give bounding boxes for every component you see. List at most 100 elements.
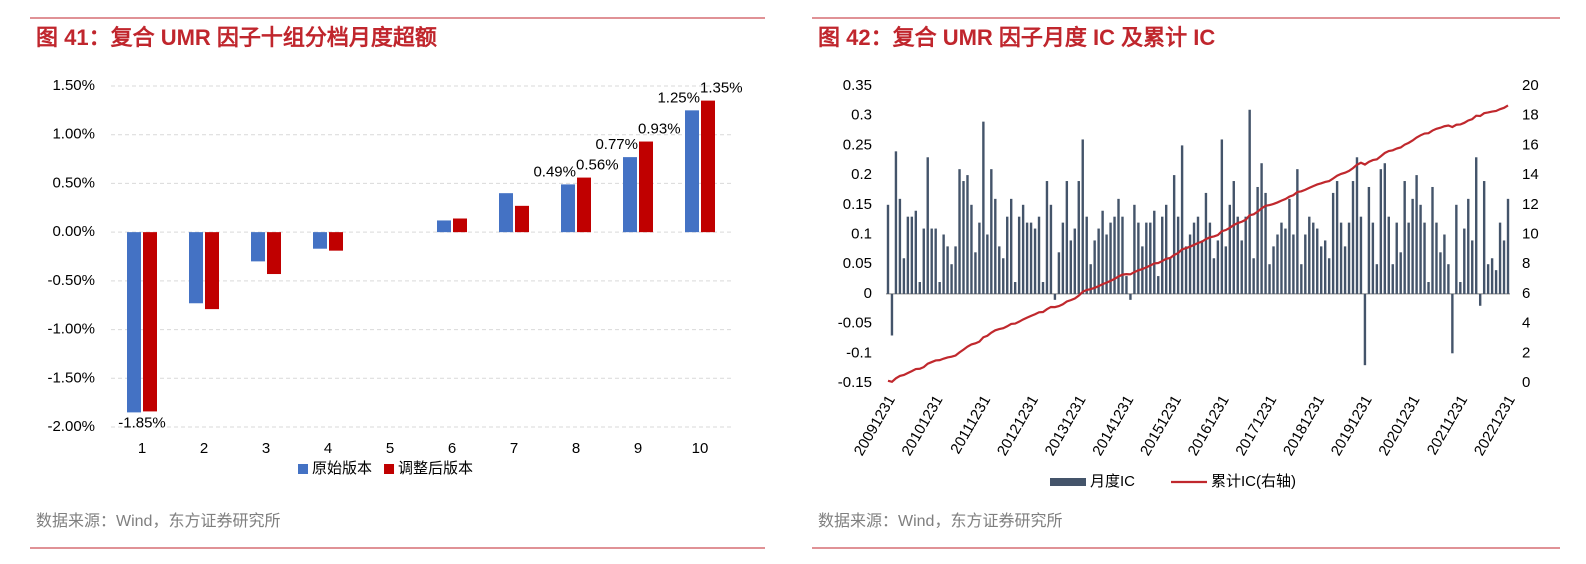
bar [1475, 157, 1478, 294]
bar [1192, 222, 1196, 294]
bar [902, 258, 906, 294]
bar [1486, 264, 1490, 294]
y-tick-label: 0.25 [843, 136, 872, 153]
data-label: -1.85% [118, 414, 166, 431]
bar [978, 222, 981, 294]
y-tick-label: 20 [1522, 77, 1539, 94]
bar [1391, 264, 1394, 294]
bar [1013, 282, 1017, 294]
bar [1212, 258, 1216, 294]
bar [990, 169, 993, 294]
data-label: 0.77% [595, 136, 638, 153]
bar [1355, 157, 1359, 294]
bar [1021, 204, 1025, 294]
y-tick-label: 6 [1522, 285, 1530, 302]
bar [127, 232, 141, 413]
bar [1117, 198, 1120, 294]
legend-label: 月度IC [1090, 473, 1135, 490]
bar [1073, 228, 1076, 294]
y-tick-label: 0.50% [52, 174, 95, 191]
bar [329, 232, 343, 251]
bar [1471, 240, 1474, 294]
x-tick-label: 20171231 [1232, 392, 1280, 458]
bar [1288, 198, 1291, 294]
bar [906, 216, 910, 294]
bar [701, 100, 715, 233]
y-tick-label: 0.35 [843, 77, 872, 94]
bar [1331, 192, 1335, 294]
bar [1296, 169, 1299, 294]
bar [1276, 234, 1279, 294]
bar [1121, 216, 1124, 294]
legend-label: 调整后版本 [398, 460, 473, 477]
bar [1498, 222, 1502, 294]
bar [1220, 139, 1224, 294]
bar [1232, 181, 1235, 294]
bar [1113, 216, 1116, 294]
bar [1284, 228, 1287, 294]
bar [1081, 139, 1084, 294]
bar [1387, 216, 1390, 294]
bar [1427, 282, 1430, 294]
y-tick-label: 2 [1522, 344, 1530, 361]
bar [1025, 222, 1029, 294]
x-tick-label: 20211231 [1424, 392, 1472, 457]
bar [994, 198, 997, 294]
bar [623, 157, 637, 233]
x-tick-label: 4 [324, 440, 332, 457]
y-tick-label: 16 [1522, 136, 1539, 153]
bar [685, 110, 699, 233]
bar [1268, 264, 1271, 294]
bar [561, 184, 575, 233]
bar [1383, 163, 1387, 294]
bar [1300, 264, 1303, 294]
bar [1343, 246, 1347, 294]
bar [922, 228, 925, 294]
bar [453, 218, 467, 233]
x-tick-label: 20141231 [1089, 392, 1137, 458]
bar [1447, 264, 1450, 294]
bar [1506, 198, 1510, 294]
data-label: 0.93% [638, 121, 681, 138]
bar [1033, 228, 1037, 294]
bar [1093, 240, 1096, 294]
bar [1459, 282, 1462, 294]
bar [1304, 234, 1307, 294]
bar [1359, 216, 1363, 294]
bar [934, 228, 937, 294]
bar [499, 193, 513, 233]
source-note: 数据来源：Wind，东方证券研究所 [818, 512, 1062, 530]
bar [1260, 163, 1263, 294]
bar [1101, 210, 1104, 294]
bar [1196, 216, 1200, 294]
bar [1379, 169, 1383, 294]
y-tick-label: 0 [1522, 374, 1530, 391]
y-tick-label: 0.15 [843, 196, 872, 213]
y-tick-label: -0.05 [838, 315, 872, 332]
bar [1451, 293, 1454, 354]
bar [930, 228, 933, 294]
bar [1419, 204, 1422, 294]
bar [1335, 181, 1339, 294]
bar [918, 282, 921, 294]
bar [1097, 228, 1100, 294]
bar [958, 169, 961, 294]
y-tick-label: 0.3 [851, 107, 872, 124]
bar [962, 181, 965, 294]
bar [1455, 204, 1458, 294]
bar [1006, 216, 1009, 294]
bar [1200, 240, 1204, 294]
y-tick-label: 14 [1522, 166, 1539, 183]
x-tick-label: 20161231 [1185, 392, 1233, 458]
y-tick-label: -0.1 [846, 344, 872, 361]
bar [1165, 204, 1168, 294]
bar [1351, 181, 1355, 294]
bar [639, 141, 653, 233]
x-tick-label: 6 [448, 440, 456, 457]
bar [1316, 228, 1319, 294]
data-label: 1.35% [700, 80, 743, 97]
bar [1145, 222, 1148, 294]
bar [143, 232, 157, 412]
